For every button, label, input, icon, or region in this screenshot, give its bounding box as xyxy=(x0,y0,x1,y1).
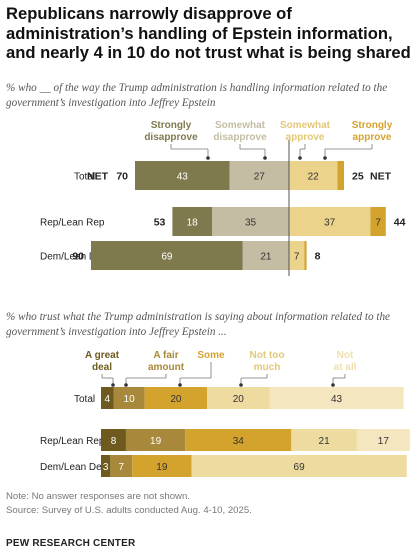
bar-2-row-0 xyxy=(289,161,338,190)
trust-bar-1-row-2 xyxy=(110,455,133,477)
trust-bar-0-row-2 xyxy=(101,455,111,477)
trust-legend-leader-dot-0 xyxy=(111,383,115,387)
bar-3-row-0 xyxy=(337,161,344,190)
bar-value-label-0-row-1: 18 xyxy=(187,218,199,229)
trust-bar-3-row-2 xyxy=(191,455,407,477)
legend-label-1-line2: disapprove xyxy=(213,132,267,143)
trust-value-label-4-row-0: 43 xyxy=(331,394,343,405)
trust-legend-label-1-line1: A fair xyxy=(153,350,178,361)
bar-0-row-1 xyxy=(172,207,212,236)
legend-leader-dot-0 xyxy=(206,156,210,160)
trust-legend-leader-dot-2 xyxy=(178,383,182,387)
chart2-subtitle: % who trust what the Trump administratio… xyxy=(6,311,391,338)
bar-1-row-2 xyxy=(242,241,289,270)
legend-label-3-line2: approve xyxy=(353,132,392,143)
trust-value-label-2-row-2: 19 xyxy=(156,462,168,473)
trust-bar-1-row-1 xyxy=(125,429,186,451)
net-label-left: NET xyxy=(87,171,109,183)
legend-leader-dot-2 xyxy=(298,156,302,160)
net-approve-value-2: 8 xyxy=(315,251,321,263)
note-text: Note: No answer responses are not shown. xyxy=(6,491,190,502)
bar-1-row-1 xyxy=(212,207,289,236)
trust-value-label-1-row-1: 19 xyxy=(150,436,162,447)
bar-value-label-2-row-2: 7 xyxy=(294,252,300,263)
bar-2-row-2 xyxy=(289,241,305,270)
trust-value-label-0-row-2: 3 xyxy=(103,462,109,473)
legend-label-3-line1: Strongly xyxy=(352,120,393,131)
trust-value-label-2-row-1: 34 xyxy=(233,436,245,447)
trust-category-label-1: Rep/Lean Rep xyxy=(40,436,105,447)
category-label-2: Dem/Lean Dem xyxy=(40,252,110,263)
bar-value-label-2-row-0: 22 xyxy=(308,172,320,183)
bar-0-row-0 xyxy=(135,161,230,190)
trust-bar-4-row-0 xyxy=(269,387,404,409)
category-label-0: Total xyxy=(74,172,95,183)
net-label-right: NET xyxy=(370,171,392,183)
pew-logo-text: PEW RESEARCH CENTER xyxy=(6,538,136,549)
bar-value-label-0-row-2: 69 xyxy=(161,252,173,263)
net-disapprove-value-2: 90 xyxy=(72,251,84,263)
trust-legend-leader-dot-1 xyxy=(124,383,128,387)
trust-value-label-4-row-1: 17 xyxy=(378,436,390,447)
trust-bar-2-row-2 xyxy=(132,455,192,477)
bar-value-label-1-row-1: 35 xyxy=(245,218,257,229)
trust-category-label-0: Total xyxy=(74,394,95,405)
trust-value-label-1-row-2: 7 xyxy=(118,462,124,473)
chart-title: Republicans narrowly disapprove of admin… xyxy=(6,4,411,62)
bar-1-row-0 xyxy=(229,161,289,190)
trust-bar-3-row-0 xyxy=(207,387,270,409)
category-label-1: Rep/Lean Rep xyxy=(40,218,105,229)
trust-bar-2-row-0 xyxy=(144,387,208,409)
trust-value-label-0-row-1: 8 xyxy=(111,436,117,447)
trust-value-label-0-row-0: 4 xyxy=(104,394,110,405)
trust-value-label-3-row-2: 69 xyxy=(294,462,306,473)
trust-chart: Total Rep/Lean Rep Dem/Lean Dem 4 10 20 20 43 8 1… xyxy=(40,350,410,477)
trust-bar-1-row-0 xyxy=(113,387,145,409)
trust-legend-label-2-line1: Some xyxy=(197,350,225,361)
bar-3-row-1 xyxy=(370,207,386,236)
bar-value-label-0-row-0: 43 xyxy=(177,172,189,183)
legend-leader-dot-1 xyxy=(263,156,267,160)
trust-legend-label-3-line1: Not too xyxy=(250,350,285,361)
trust-value-label-3-row-1: 21 xyxy=(319,436,331,447)
trust-legend-leader-dot-4 xyxy=(331,383,335,387)
trust-value-label-2-row-0: 20 xyxy=(170,394,182,405)
legend-label-2-line1: Somewhat xyxy=(280,120,331,131)
legend-label-0-line2: disapprove xyxy=(144,132,198,143)
bar-value-label-3-row-1: 7 xyxy=(375,218,381,229)
trust-legend-label-4-line1: Not xyxy=(337,350,354,361)
trust-value-label-1-row-0: 10 xyxy=(124,394,136,405)
trust-legend-label-0-line2: deal xyxy=(92,362,112,373)
approval-chart: Total Rep/Lean Rep Dem/Lean Dem 43 27 22 70 25 N… xyxy=(40,120,406,276)
bar-value-label-1-row-2: 21 xyxy=(260,252,272,263)
trust-category-label-2: Dem/Lean Dem xyxy=(40,462,110,473)
bar-value-label-2-row-1: 37 xyxy=(324,218,336,229)
chart1-subtitle: % who __ of the way the Trump administra… xyxy=(6,82,388,109)
survey-source-text: Source: Survey of U.S. adults conducted … xyxy=(6,505,252,516)
trust-bar-2-row-1 xyxy=(185,429,292,451)
trust-legend-label-1-line2: amount xyxy=(148,362,185,373)
legend-label-0-line1: Strongly xyxy=(151,120,192,131)
trust-bar-0-row-1 xyxy=(101,429,126,451)
legend-label-1-line1: Somewhat xyxy=(215,120,266,131)
trust-bar-0-row-0 xyxy=(101,387,114,409)
net-approve-value-0: 25 xyxy=(352,171,364,183)
trust-legend-label-3-line2: much xyxy=(254,362,281,373)
trust-bar-4-row-1 xyxy=(356,429,410,451)
legend-leader-dot-3 xyxy=(323,156,327,160)
trust-bar-3-row-1 xyxy=(291,429,357,451)
bar-3-row-2 xyxy=(304,241,307,270)
trust-value-label-3-row-0: 20 xyxy=(233,394,245,405)
net-disapprove-value-0: 70 xyxy=(116,171,128,183)
bar-2-row-1 xyxy=(289,207,371,236)
net-disapprove-value-1: 53 xyxy=(154,217,166,229)
trust-legend-label-0-line1: A great xyxy=(85,350,120,361)
bar-value-label-1-row-0: 27 xyxy=(254,172,266,183)
trust-legend-leader-dot-3 xyxy=(239,383,243,387)
net-approve-value-1: 44 xyxy=(394,217,406,229)
trust-legend-label-4-line2: at all xyxy=(334,362,357,373)
legend-label-2-line2: approve xyxy=(286,132,325,143)
bar-0-row-2 xyxy=(91,241,243,270)
